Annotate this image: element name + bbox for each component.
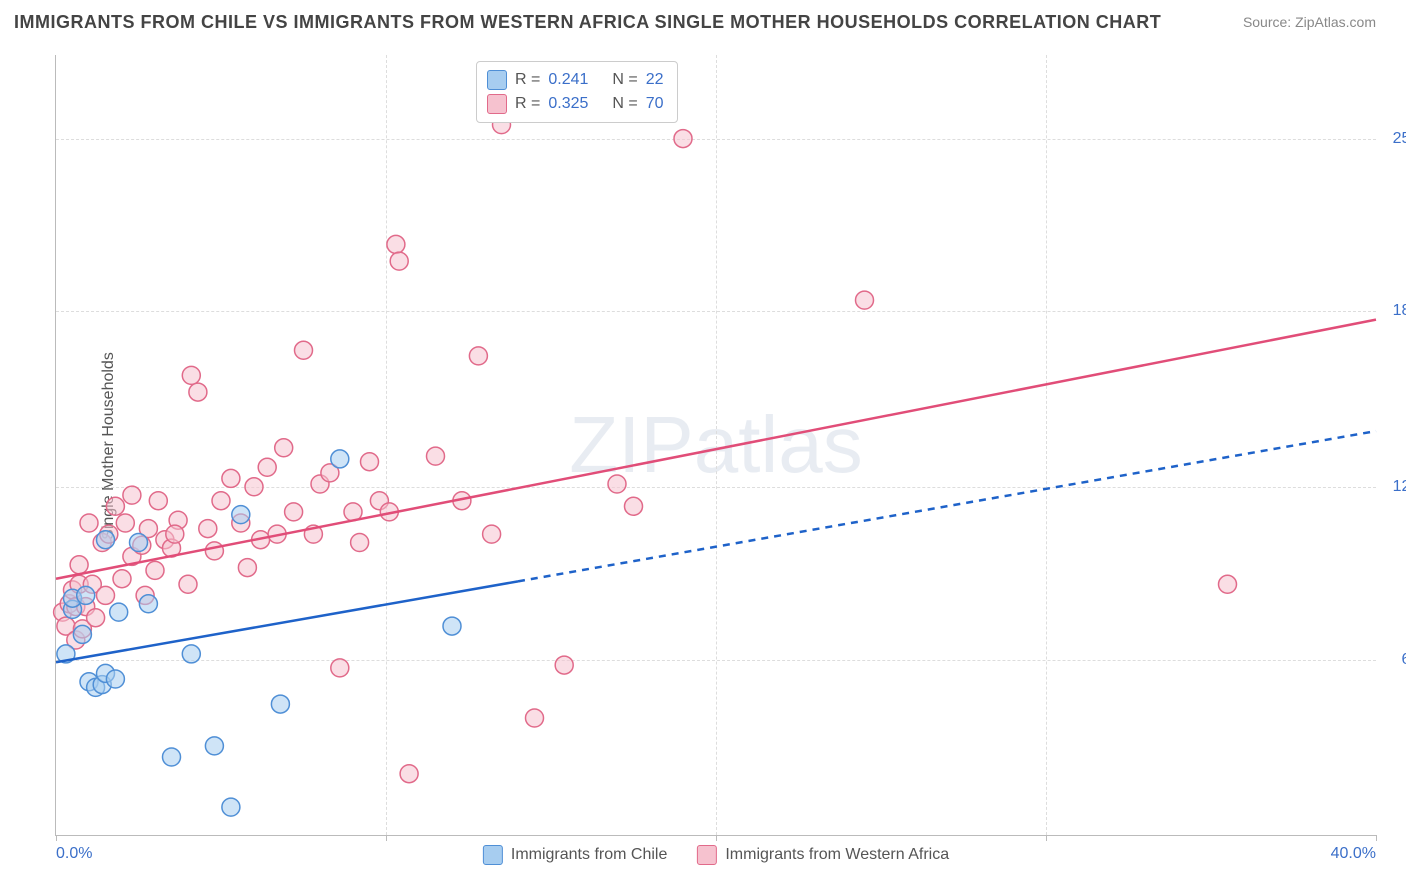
data-point — [222, 469, 240, 487]
data-point — [232, 506, 250, 524]
stats-row-wafrica: R = 0.325 N = 70 — [487, 92, 663, 116]
data-point — [149, 492, 167, 510]
data-point — [331, 450, 349, 468]
data-point — [80, 514, 98, 532]
data-point — [130, 534, 148, 552]
data-point — [205, 542, 223, 560]
r-value-chile: 0.241 — [548, 68, 596, 92]
legend-label-wafrica: Immigrants from Western Africa — [725, 846, 949, 864]
data-point — [390, 252, 408, 270]
legend-item-chile: Immigrants from Chile — [483, 845, 667, 865]
regression-line — [518, 431, 1376, 581]
xtick-label: 0.0% — [56, 845, 92, 863]
chart-title: IMMIGRANTS FROM CHILE VS IMMIGRANTS FROM… — [14, 12, 1161, 33]
data-point — [258, 458, 276, 476]
data-point — [205, 737, 223, 755]
data-point — [222, 798, 240, 816]
source-label: Source: ZipAtlas.com — [1243, 14, 1376, 30]
xtickmark — [1376, 835, 1377, 841]
xtickmark — [716, 835, 717, 841]
stats-row-chile: R = 0.241 N = 22 — [487, 68, 663, 92]
ytick-label: 25.0% — [1393, 130, 1406, 148]
data-point — [555, 656, 573, 674]
data-point — [526, 709, 544, 727]
data-point — [238, 559, 256, 577]
data-point — [146, 561, 164, 579]
xtickmark — [1046, 835, 1047, 841]
data-point — [443, 617, 461, 635]
data-point — [113, 570, 131, 588]
data-point — [110, 603, 128, 621]
data-point — [331, 659, 349, 677]
data-point — [212, 492, 230, 510]
xtickmark — [386, 835, 387, 841]
data-point — [182, 366, 200, 384]
data-point — [139, 595, 157, 613]
data-point — [106, 670, 124, 688]
data-point — [179, 575, 197, 593]
ytick-label: 18.8% — [1393, 302, 1406, 320]
data-point — [674, 130, 692, 148]
legend-label-chile: Immigrants from Chile — [511, 846, 667, 864]
plot-area: ZIPatlas 6.3%12.5%18.8%25.0%0.0%40.0% R … — [55, 55, 1376, 836]
data-point — [166, 525, 184, 543]
data-point — [199, 520, 217, 538]
data-point — [1219, 575, 1237, 593]
data-point — [97, 531, 115, 549]
stats-legend: R = 0.241 N = 22 R = 0.325 N = 70 — [476, 61, 678, 123]
data-point — [73, 625, 91, 643]
xtickmark — [56, 835, 57, 841]
swatch-wafrica — [487, 94, 507, 114]
data-point — [469, 347, 487, 365]
data-point — [163, 748, 181, 766]
data-point — [285, 503, 303, 521]
source-value: ZipAtlas.com — [1295, 14, 1376, 30]
data-point — [189, 383, 207, 401]
data-point — [182, 645, 200, 663]
data-point — [387, 235, 405, 253]
n-value-chile: 22 — [646, 68, 664, 92]
data-point — [295, 341, 313, 359]
ytick-label: 6.3% — [1402, 651, 1406, 669]
data-point — [70, 556, 88, 574]
swatch-chile — [483, 845, 503, 865]
legend-item-wafrica: Immigrants from Western Africa — [697, 845, 949, 865]
scatter-svg — [56, 55, 1376, 835]
swatch-chile — [487, 70, 507, 90]
data-point — [123, 486, 141, 504]
ytick-label: 12.5% — [1393, 478, 1406, 496]
data-point — [116, 514, 134, 532]
regression-line — [56, 320, 1376, 579]
data-point — [106, 497, 124, 515]
data-point — [271, 695, 289, 713]
source-prefix: Source: — [1243, 14, 1291, 30]
data-point — [351, 534, 369, 552]
r-label: R = — [515, 68, 540, 92]
data-point — [275, 439, 293, 457]
data-point — [400, 765, 418, 783]
data-point — [483, 525, 501, 543]
data-point — [625, 497, 643, 515]
data-point — [77, 586, 95, 604]
n-label: N = — [612, 92, 637, 116]
r-label: R = — [515, 92, 540, 116]
xtick-label: 40.0% — [1331, 845, 1376, 863]
data-point — [361, 453, 379, 471]
data-point — [87, 609, 105, 627]
swatch-wafrica — [697, 845, 717, 865]
data-point — [97, 586, 115, 604]
data-point — [856, 291, 874, 309]
series-legend: Immigrants from Chile Immigrants from We… — [483, 845, 949, 865]
n-label: N = — [612, 68, 637, 92]
r-value-wafrica: 0.325 — [548, 92, 596, 116]
n-value-wafrica: 70 — [646, 92, 664, 116]
data-point — [245, 478, 263, 496]
data-point — [608, 475, 626, 493]
data-point — [427, 447, 445, 465]
